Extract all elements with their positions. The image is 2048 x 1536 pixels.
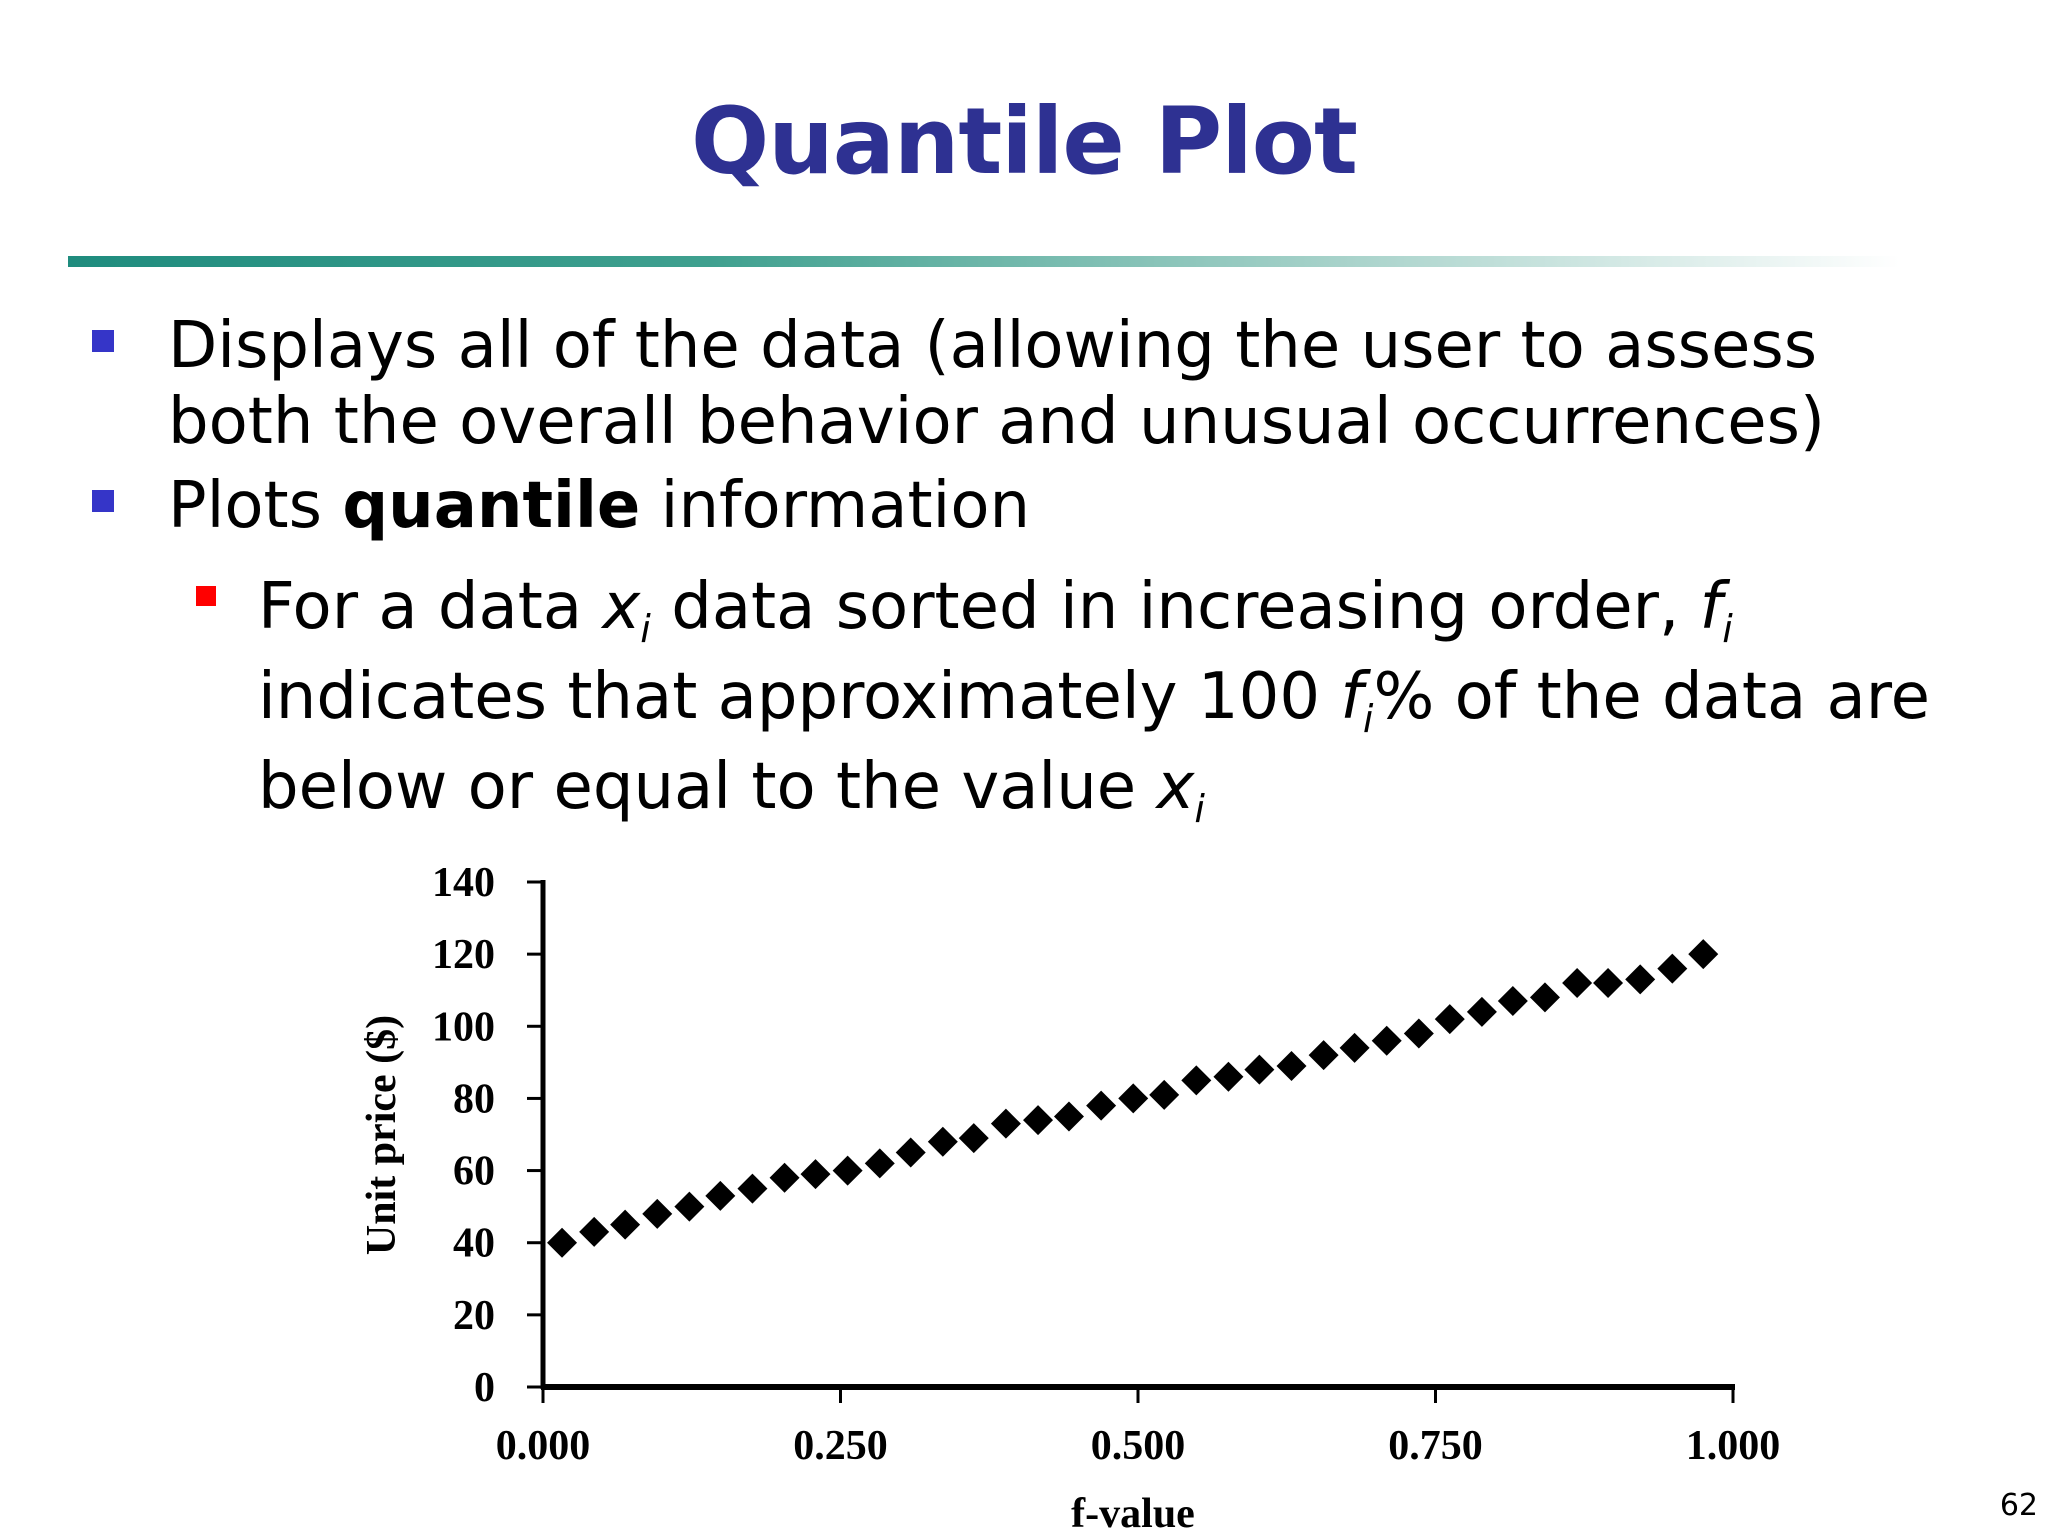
x-tick-label: 0.000 [496, 1423, 591, 1469]
x-tick-label: 1.000 [1686, 1423, 1781, 1469]
x-axis-label: f-value [1071, 1491, 1195, 1536]
sub-bullet-marker [196, 586, 216, 606]
data-point [990, 1108, 1021, 1139]
y-tick-label: 80 [453, 1076, 495, 1122]
data-point [1118, 1083, 1149, 1114]
y-tick-label: 60 [453, 1149, 495, 1195]
data-point [1434, 1004, 1465, 1035]
y-tick-label: 20 [453, 1293, 495, 1339]
slide-title: Quantile Plot [691, 88, 1358, 195]
data-point [1688, 939, 1719, 970]
data-point [1593, 968, 1624, 998]
data-point [547, 1227, 578, 1258]
data-point [1181, 1065, 1212, 1096]
data-point [895, 1137, 926, 1168]
y-tick-label: 140 [432, 860, 495, 906]
data-point [610, 1209, 641, 1240]
data-point [642, 1198, 673, 1229]
data-point [1213, 1061, 1244, 1092]
bullet-item-1: Displays all of the data (allowing the u… [168, 308, 1868, 460]
data-point [832, 1155, 863, 1186]
text-run: below or equal to the value [258, 750, 1157, 824]
bullet-marker [92, 330, 114, 352]
data-point [737, 1173, 768, 1204]
data-point [1529, 982, 1560, 1013]
text-run: For a data [258, 570, 603, 644]
bullet-1-line-2: both the overall behavior and unusual oc… [168, 385, 1825, 459]
subscript-i: i [1722, 607, 1733, 651]
data-point [705, 1180, 736, 1211]
data-point [1053, 1101, 1084, 1132]
sub-bullet-line-1: For a data xi data sorted in increasing … [258, 566, 1938, 656]
data-point [958, 1123, 989, 1154]
title-divider [68, 256, 1900, 267]
data-point [1149, 1079, 1180, 1110]
data-point [864, 1148, 895, 1179]
y-tick-label: 120 [432, 932, 495, 978]
data-point [927, 1126, 958, 1157]
y-axis-label: Unit price ($) [359, 1015, 405, 1255]
bullet-marker [92, 490, 114, 512]
data-point [1625, 964, 1656, 995]
y-tick-label: 40 [453, 1221, 495, 1267]
data-point [1562, 968, 1593, 998]
var-f: f [1699, 570, 1723, 644]
data-point [1086, 1090, 1117, 1121]
data-point [1339, 1032, 1370, 1063]
data-point [1023, 1105, 1054, 1136]
subscript-i: i [1194, 787, 1205, 831]
data-point [1466, 996, 1497, 1027]
data-point [1497, 986, 1528, 1017]
data-point [1657, 953, 1688, 984]
bullet-2-pre: Plots [168, 469, 343, 543]
y-tick-label: 100 [432, 1004, 495, 1050]
sub-bullet-line-3: below or equal to the value xi [258, 746, 1938, 836]
subscript-i: i [1362, 697, 1374, 741]
text-run: indicates that approximately 100 [258, 660, 1341, 734]
text-run: data sorted in increasing order, [650, 570, 1700, 644]
data-point [1276, 1050, 1307, 1081]
data-point [800, 1159, 831, 1190]
x-tick-label: 0.750 [1388, 1423, 1483, 1469]
var-x: x [1156, 750, 1195, 824]
data-point [1308, 1040, 1339, 1071]
page-number: 62 [1999, 1488, 2038, 1523]
sub-bullet-line-2: indicates that approximately 100 fi% of … [258, 656, 1938, 746]
data-point [1403, 1018, 1434, 1049]
bullet-item-2: Plots quantile information [168, 468, 1868, 544]
bullet-2-bold: quantile [342, 469, 641, 543]
x-tick-label: 0.250 [793, 1423, 888, 1469]
x-tick-label: 0.500 [1091, 1423, 1186, 1469]
sub-bullet-item: For a data xi data sorted in increasing … [258, 566, 1938, 836]
bullet-2-post: information [640, 469, 1031, 543]
data-point [1371, 1025, 1402, 1056]
y-tick-label: 0 [474, 1365, 495, 1411]
var-x: x [602, 570, 641, 644]
data-point [674, 1191, 705, 1222]
data-point [579, 1216, 610, 1247]
subscript-i: i [640, 607, 651, 651]
data-point [1244, 1054, 1275, 1085]
bullet-1-line-1: Displays all of the data (allowing the u… [168, 309, 1818, 383]
var-f: f [1340, 660, 1363, 734]
text-run: % of the data are [1373, 660, 1931, 734]
data-point [769, 1162, 800, 1193]
